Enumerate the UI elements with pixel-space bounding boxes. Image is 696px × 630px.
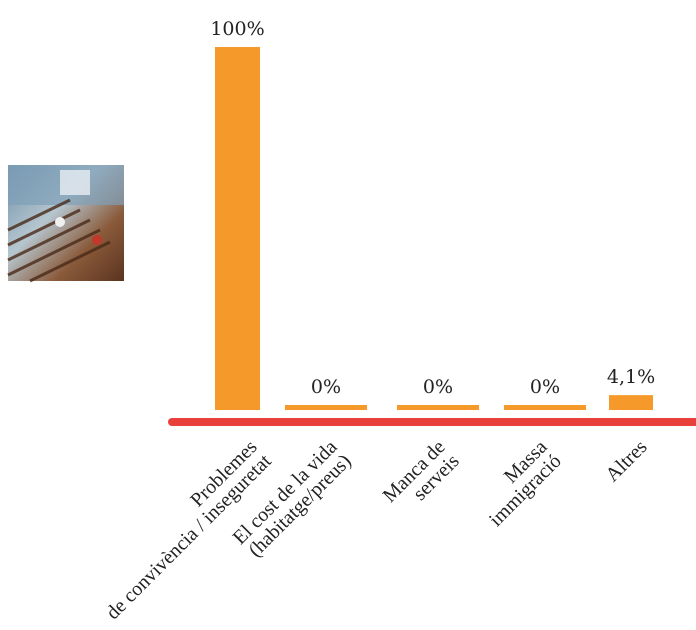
svg-text:Massaimmigració: Massaimmigració xyxy=(471,436,566,531)
category-label-4: Massaimmigració xyxy=(471,436,566,531)
value-label-3: 0% xyxy=(423,376,453,398)
value-label-4: 0% xyxy=(530,376,560,398)
x-axis-line xyxy=(168,418,696,426)
value-label-1: 100% xyxy=(210,18,264,40)
bar-3 xyxy=(397,405,479,410)
svg-text:Altres: Altres xyxy=(601,436,651,486)
value-label-2: 0% xyxy=(311,376,341,398)
value-label-5: 4,1% xyxy=(607,366,655,388)
bar-4 xyxy=(504,405,586,410)
bar-2 xyxy=(285,405,367,410)
bar-5 xyxy=(609,395,653,410)
thumbnail-photo xyxy=(7,165,124,283)
category-label-5: Altres xyxy=(601,436,651,486)
category-label-3: Manca deserveis xyxy=(379,436,464,521)
svg-text:Manca deserveis: Manca deserveis xyxy=(379,436,464,521)
bar-1 xyxy=(215,47,260,410)
